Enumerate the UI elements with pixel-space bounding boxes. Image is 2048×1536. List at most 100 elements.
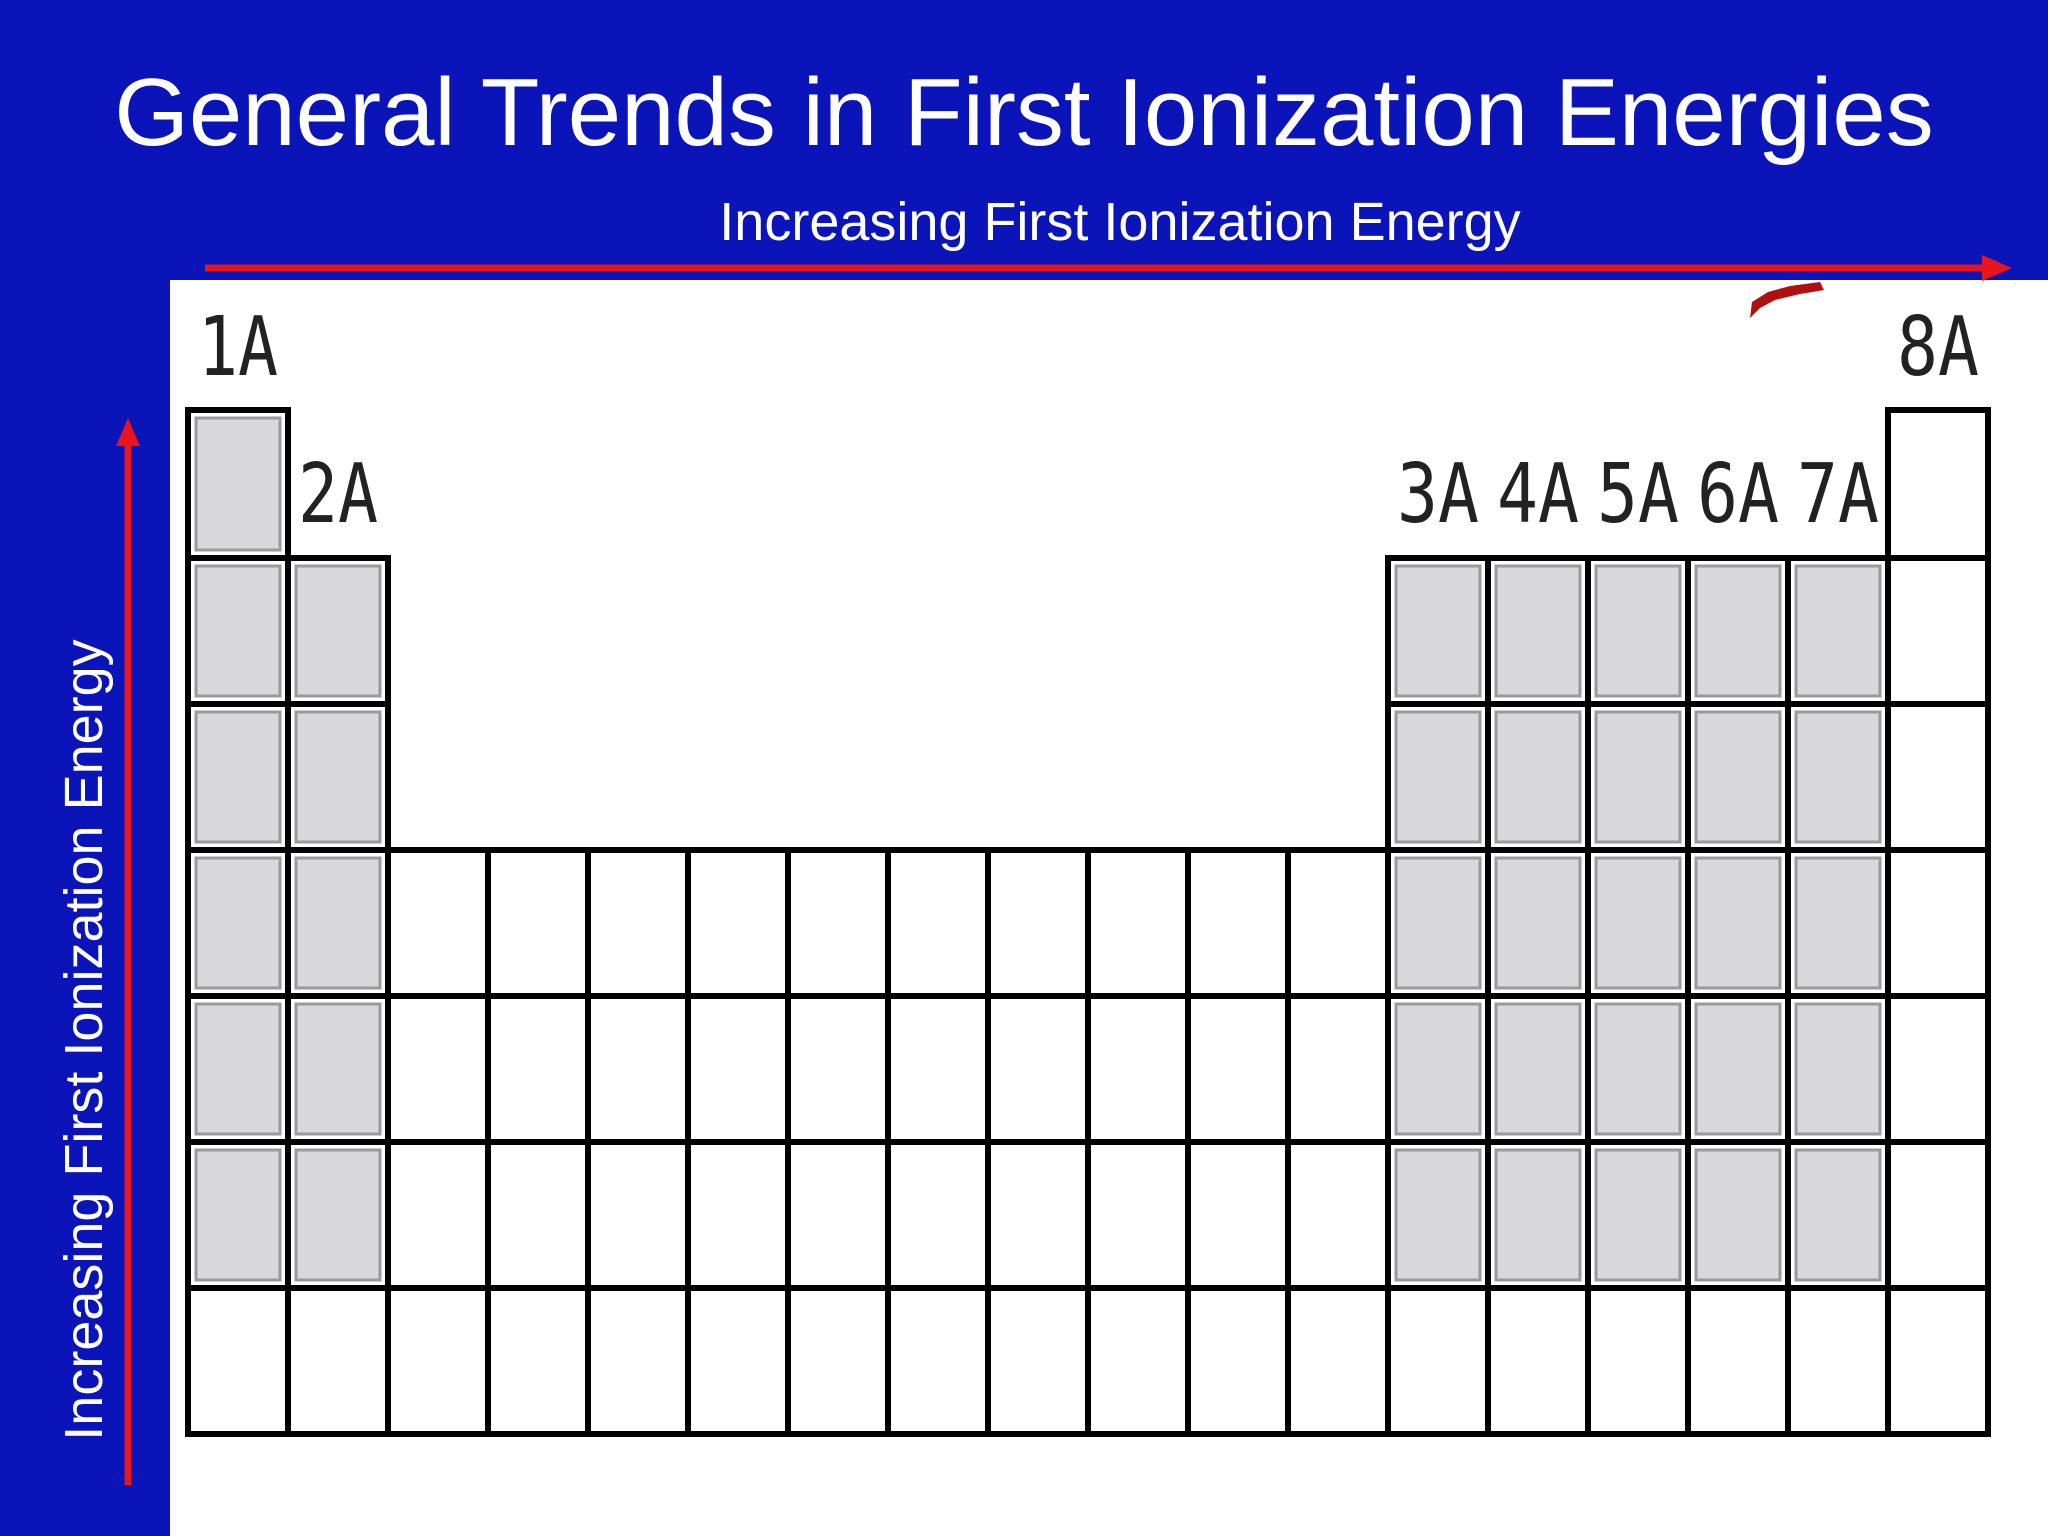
element-cells	[185, 407, 1991, 1437]
shaded-cell	[294, 1002, 382, 1136]
element-cell	[685, 1139, 791, 1291]
shaded-cell	[294, 564, 382, 698]
shaded-cell	[194, 1148, 282, 1282]
shaded-cell	[294, 1148, 382, 1282]
group-label-7a: 7A	[1797, 447, 1879, 542]
shaded-cell	[1694, 1002, 1782, 1136]
shaded-cell	[1394, 710, 1482, 844]
element-cell	[1485, 1285, 1591, 1437]
shaded-cell	[1394, 564, 1482, 698]
red-mark-decoration	[1750, 282, 1824, 318]
element-cell	[385, 1285, 491, 1437]
shaded-cell	[1594, 564, 1682, 698]
element-cell	[1885, 555, 1991, 707]
shaded-cell	[1494, 710, 1582, 844]
element-cell	[885, 1139, 991, 1291]
group-label-5a: 5A	[1597, 447, 1679, 542]
shaded-cell	[194, 856, 282, 990]
element-cell	[485, 847, 591, 999]
element-cell	[685, 847, 791, 999]
element-cell	[1885, 407, 1991, 561]
shaded-cell	[1494, 856, 1582, 990]
element-cell	[385, 993, 491, 1145]
element-cell	[985, 847, 1091, 999]
shaded-cell	[1494, 1002, 1582, 1136]
element-cell	[585, 1139, 691, 1291]
shaded-cell	[1794, 564, 1882, 698]
shaded-cell	[1794, 1002, 1882, 1136]
group-label-1a: 1A	[198, 300, 278, 395]
element-cell	[785, 1285, 891, 1437]
element-cell	[385, 1139, 491, 1291]
group-label-8a: 8A	[1897, 300, 1979, 395]
element-cell	[985, 1139, 1091, 1291]
element-cell	[585, 993, 691, 1145]
element-cell	[1085, 993, 1191, 1145]
element-cell	[1185, 847, 1291, 999]
shaded-cell	[194, 1002, 282, 1136]
element-cell	[1885, 1139, 1991, 1291]
element-cell	[1585, 1285, 1691, 1437]
shaded-cell	[1594, 856, 1682, 990]
element-cell	[485, 993, 591, 1145]
shaded-cell	[1794, 1148, 1882, 1282]
element-cell	[485, 1285, 591, 1437]
shaded-cell	[1594, 1002, 1682, 1136]
shaded-cell	[1794, 710, 1882, 844]
shaded-cell	[1794, 856, 1882, 990]
element-cell	[1085, 1139, 1191, 1291]
element-cell	[985, 1285, 1091, 1437]
element-cell	[1885, 1285, 1991, 1437]
shaded-cell	[1394, 856, 1482, 990]
element-cell	[1085, 847, 1191, 999]
element-cell	[785, 993, 891, 1145]
element-cell	[1185, 1139, 1291, 1291]
shaded-cell	[194, 416, 282, 552]
shaded-cell	[1694, 564, 1782, 698]
element-cell	[1785, 1285, 1891, 1437]
element-cell	[785, 847, 891, 999]
element-cell	[1885, 993, 1991, 1145]
shaded-cell	[1394, 1148, 1482, 1282]
element-cell	[585, 1285, 691, 1437]
group-label-3a: 3A	[1397, 447, 1479, 542]
element-cell	[785, 1139, 891, 1291]
group-label-2a: 2A	[298, 447, 378, 542]
element-cell	[1285, 993, 1391, 1145]
group-label-6a: 6A	[1697, 447, 1779, 542]
element-cell	[1185, 993, 1291, 1145]
vertical-trend-arrow	[116, 418, 140, 1485]
element-cell	[885, 847, 991, 999]
element-cell	[1285, 1285, 1391, 1437]
element-cell	[1685, 1285, 1791, 1437]
element-cell	[1385, 1285, 1491, 1437]
shaded-cell	[194, 710, 282, 844]
element-cell	[1285, 1139, 1391, 1291]
element-cell	[385, 847, 491, 999]
element-cell	[1285, 847, 1391, 999]
element-cell	[1885, 701, 1991, 853]
horizontal-trend-arrow	[205, 255, 2012, 281]
shaded-cell	[1594, 1148, 1682, 1282]
element-cell	[585, 847, 691, 999]
shaded-cell	[1694, 710, 1782, 844]
horizontal-arrow-label: Increasing First Ionization Energy	[719, 192, 1521, 252]
shaded-cell	[194, 564, 282, 698]
shaded-cell	[294, 856, 382, 990]
element-cell	[1185, 1285, 1291, 1437]
element-cell	[485, 1139, 591, 1291]
shaded-cell	[1494, 1148, 1582, 1282]
shaded-cell	[294, 710, 382, 844]
shaded-cell	[1394, 1002, 1482, 1136]
group-label-4a: 4A	[1497, 447, 1579, 542]
element-cell	[685, 1285, 791, 1437]
slide-title: General Trends in First Ionization Energ…	[114, 59, 1934, 166]
element-cell	[885, 993, 991, 1145]
shaded-cell	[1694, 1148, 1782, 1282]
element-cell	[685, 993, 791, 1145]
shaded-cell	[1494, 564, 1582, 698]
element-cell	[285, 1285, 391, 1437]
element-cell	[885, 1285, 991, 1437]
shaded-cell	[1694, 856, 1782, 990]
